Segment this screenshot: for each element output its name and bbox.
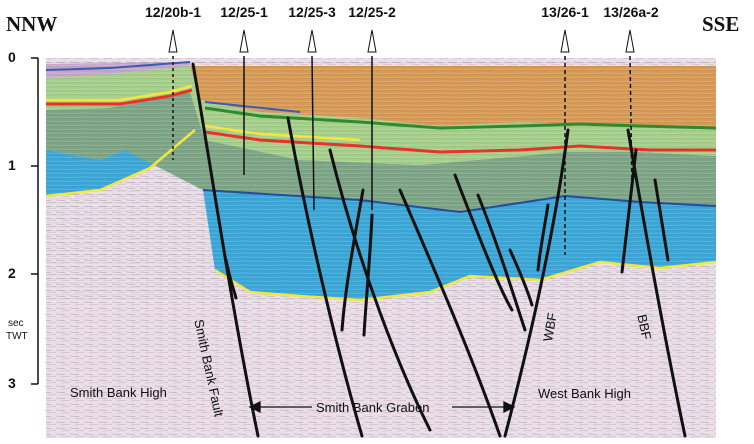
- smith-bank-fault: [191, 62, 260, 438]
- dark-blue-horizon: [202, 189, 717, 214]
- well-line-6: [629, 55, 633, 191]
- axis-unit-twt: TWT: [6, 331, 28, 342]
- axis-tick-3: 3: [8, 375, 16, 391]
- well-label-13-26-1: 13/26-1: [541, 4, 589, 20]
- compass-nnw: NNW: [6, 12, 58, 36]
- fault-10: [362, 213, 374, 337]
- fault-8: [536, 203, 550, 272]
- blue-top-horizon: [45, 61, 301, 113]
- fault-bbf-2: [620, 148, 638, 274]
- fault-12: [508, 248, 534, 307]
- well-line-3: [311, 55, 315, 211]
- fault-3: [328, 148, 432, 432]
- axis-tick-2: 2: [8, 265, 16, 281]
- derrick-12-20b-1: [168, 29, 178, 53]
- fault-11: [224, 258, 238, 300]
- well-label-12-25-1: 12/25-1: [220, 4, 268, 20]
- derrick-12-25-1: [239, 29, 249, 53]
- graben-arrow: [248, 400, 516, 414]
- yellow-horizon-upper: [46, 84, 361, 142]
- well-label-13-26a-2: 13/26a-2: [603, 4, 659, 20]
- fault-9: [340, 188, 365, 332]
- derrick-13-26-1: [560, 29, 570, 53]
- layer-banding: [46, 62, 716, 302]
- well-label-12-25-3: 12/25-3: [288, 4, 336, 20]
- fault-2: [286, 116, 364, 438]
- axis-tick-0: 0: [8, 49, 16, 65]
- red-horizon: [46, 88, 716, 154]
- fault-lines: [191, 62, 687, 438]
- axis-unit-sec: sec: [8, 318, 24, 329]
- well-derricks: [168, 29, 635, 53]
- derrick-13-26a-2: [625, 29, 635, 53]
- derrick-12-25-3: [307, 29, 317, 53]
- smith-bank-high-label: Smith Bank High: [70, 385, 167, 400]
- compass-sse: SSE: [702, 12, 740, 36]
- twt-axis: [31, 57, 39, 385]
- derrick-12-25-2: [367, 29, 377, 53]
- dark-green-horizon: [204, 106, 717, 130]
- fault-5: [453, 173, 514, 312]
- fault-4: [398, 188, 502, 438]
- west-bank-high-label: West Bank High: [538, 386, 631, 401]
- well-lines: [172, 55, 633, 255]
- axis-tick-1: 1: [8, 157, 16, 173]
- smith-bank-graben-label: Smith Bank Graben: [316, 400, 430, 415]
- well-label-12-20b-1: 12/20b-1: [144, 4, 202, 20]
- wbf-fault: [503, 128, 570, 438]
- fault-7: [653, 178, 670, 262]
- fault-6: [476, 193, 527, 332]
- well-label-12-25-2: 12/25-2: [348, 4, 396, 20]
